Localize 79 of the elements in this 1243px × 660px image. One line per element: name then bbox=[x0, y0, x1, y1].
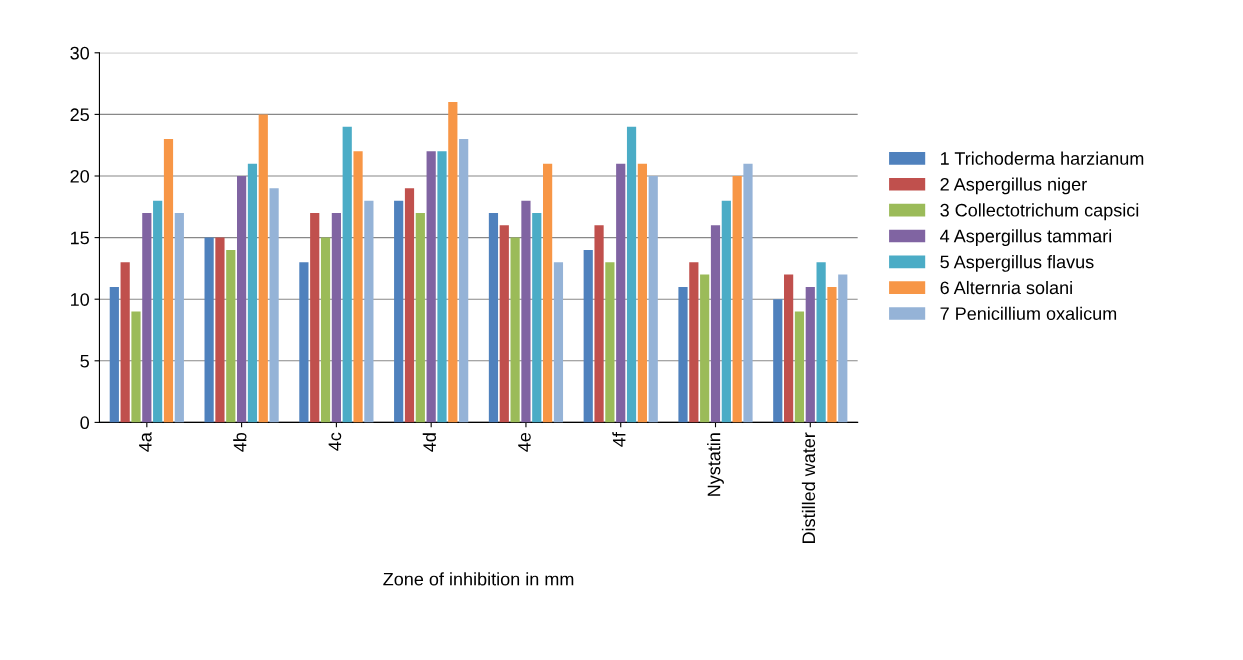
y-tick-label: 0 bbox=[80, 416, 90, 430]
bar bbox=[437, 151, 447, 423]
y-tick-label: 25 bbox=[70, 108, 89, 122]
y-tick-label: 30 bbox=[70, 46, 90, 60]
bar bbox=[247, 163, 258, 423]
bar bbox=[773, 299, 783, 423]
bar bbox=[320, 237, 331, 423]
bar bbox=[626, 126, 637, 423]
bar bbox=[364, 200, 374, 423]
bar bbox=[521, 200, 531, 423]
x-tick-label: 4b bbox=[233, 432, 247, 452]
bar bbox=[120, 262, 130, 423]
bar bbox=[794, 311, 805, 423]
y-tick-label: 5 bbox=[80, 354, 89, 368]
bar bbox=[153, 200, 163, 423]
bar bbox=[163, 139, 174, 423]
bar bbox=[543, 163, 553, 423]
bar bbox=[237, 176, 247, 423]
legend-label: 3 Collectotrichum capsici bbox=[940, 203, 1139, 221]
legend-label: 6 Alternria solani bbox=[940, 280, 1072, 295]
bar bbox=[174, 212, 184, 423]
x-tick-label: 4d bbox=[422, 433, 437, 452]
bar bbox=[637, 163, 647, 423]
y-tick-label: 20 bbox=[70, 169, 90, 183]
bar bbox=[678, 286, 688, 423]
bar bbox=[816, 262, 826, 423]
x-tick-label: 4c bbox=[328, 432, 342, 451]
bar bbox=[710, 225, 721, 423]
bar bbox=[700, 274, 710, 423]
bar bbox=[142, 212, 152, 423]
bar bbox=[499, 225, 509, 423]
legend-label: 1 Trichoderma harzianum bbox=[941, 151, 1144, 165]
x-tick-label: 4e bbox=[518, 432, 531, 452]
bar bbox=[488, 212, 499, 423]
bar bbox=[310, 212, 320, 423]
y-tick-label: 10 bbox=[71, 293, 90, 306]
bar bbox=[269, 188, 279, 423]
bar bbox=[226, 249, 236, 423]
bar bbox=[583, 249, 593, 423]
legend-label: 5 Aspergillus flavus bbox=[940, 255, 1094, 272]
bar bbox=[743, 163, 753, 423]
bar bbox=[204, 237, 214, 423]
bar bbox=[448, 102, 458, 423]
bar bbox=[394, 200, 404, 423]
bar bbox=[131, 311, 141, 423]
bar bbox=[721, 200, 731, 423]
bar bbox=[827, 286, 837, 423]
bar bbox=[838, 274, 848, 423]
bar bbox=[342, 126, 352, 423]
x-axis-title: Zone of inhibition in mm bbox=[383, 572, 574, 586]
legend-label: 2 Aspergillus niger bbox=[940, 177, 1087, 195]
bar bbox=[459, 139, 469, 423]
x-tick-label: Distilled water bbox=[801, 432, 816, 544]
x-tick-label: 4f bbox=[612, 432, 626, 447]
x-tick-label: Nystatin bbox=[707, 433, 724, 496]
bar bbox=[415, 212, 425, 423]
bar bbox=[353, 151, 363, 423]
bar bbox=[299, 262, 309, 423]
bar bbox=[616, 163, 626, 423]
bar bbox=[594, 225, 604, 423]
bar bbox=[689, 262, 699, 423]
x-tick-label: 4a bbox=[139, 432, 152, 452]
y-tick-label: 15 bbox=[71, 231, 89, 245]
bar bbox=[510, 237, 520, 423]
bar bbox=[109, 286, 119, 423]
bar bbox=[553, 262, 564, 423]
bar bbox=[331, 212, 341, 423]
bar bbox=[805, 286, 815, 423]
bar bbox=[258, 114, 268, 423]
bar bbox=[732, 176, 742, 423]
bar bbox=[426, 151, 436, 423]
bar bbox=[784, 274, 794, 423]
bar bbox=[605, 262, 615, 423]
bar bbox=[215, 237, 225, 423]
bar bbox=[532, 212, 542, 423]
legend-label: 4 Aspergillus tammari bbox=[940, 229, 1112, 247]
legend-label: 7 Penicillium oxalicum bbox=[940, 306, 1117, 321]
bar bbox=[648, 176, 658, 423]
bar bbox=[404, 188, 415, 423]
